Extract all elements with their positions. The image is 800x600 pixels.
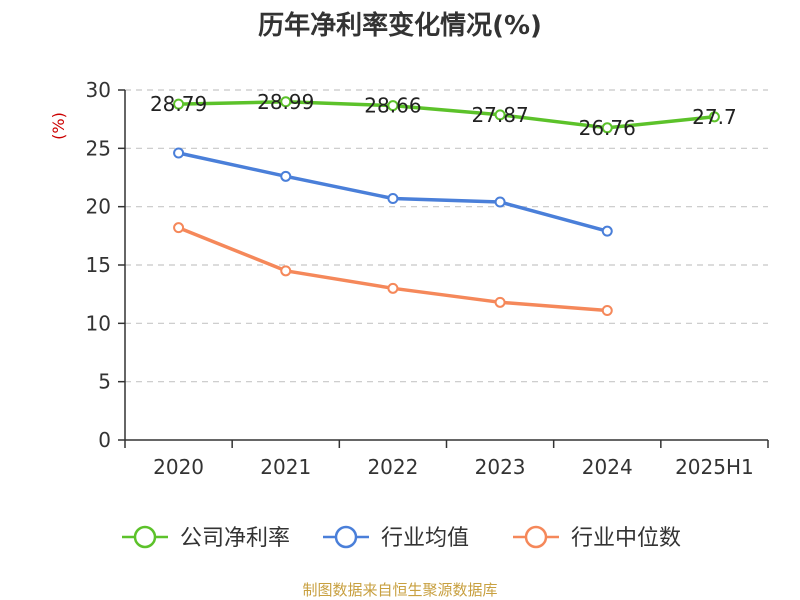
series-1-point-4 <box>601 225 613 237</box>
gridlines <box>125 89 768 383</box>
y-tick-label-5: 25 <box>86 136 111 160</box>
data-label-0-2: 28.66 <box>364 94 421 118</box>
series-0-point-4 <box>601 122 613 134</box>
data-label-0-5: 27.7 <box>692 105 737 129</box>
legend-label-1: 行业均值 <box>381 526 469 551</box>
y-tick-label-4: 20 <box>86 195 111 219</box>
legend: 公司净利率 行业均值 行业中位数 <box>122 525 681 551</box>
y-tick-label-3: 15 <box>86 253 111 277</box>
data-label-0-0: 28.79 <box>150 92 207 116</box>
series-2-point-1 <box>280 265 292 277</box>
y-axis-unit-label: (%) <box>49 112 68 140</box>
y-tick-label-1: 5 <box>98 370 111 394</box>
legend-marker-0 <box>133 525 157 549</box>
y-tick-label-0: 0 <box>98 428 111 452</box>
series-2-point-3 <box>494 296 506 308</box>
y-tick-label-6: 30 <box>86 78 111 102</box>
source-note: 制图数据来自恒生聚源数据库 <box>302 581 497 599</box>
x-tick-label-1: 2021 <box>260 455 311 479</box>
series-1-point-3 <box>494 196 506 208</box>
legend-marker-2 <box>524 525 548 549</box>
x-tick-label-3: 2023 <box>475 455 526 479</box>
series-1-point-2 <box>387 193 399 204</box>
series-line-2 <box>177 226 608 313</box>
series-0-point-3 <box>494 109 506 121</box>
series-line-1 <box>178 151 608 233</box>
series-1-point-0 <box>173 147 185 159</box>
legend-label-0: 公司净利率 <box>180 526 290 551</box>
legend-label-2: 行业中位数 <box>571 526 681 551</box>
series-0-point-1 <box>280 96 292 108</box>
series-0-point-2 <box>387 100 399 112</box>
x-tick-label-0: 2020 <box>153 455 204 479</box>
axes: 0 5 10 15 20 25 30 2020 2021 2022 2023 2024 2025H1 <box>86 78 769 479</box>
data-label-0-4: 26.76 <box>579 116 636 140</box>
data-label-layer: 28.79 28.99 28.66 27.87 26.76 27.7 <box>150 90 737 140</box>
x-tick-label-5: 2025H1 <box>675 455 754 479</box>
series-layer <box>173 96 720 316</box>
series-2-point-4 <box>601 305 613 316</box>
y-tick-label-2: 10 <box>86 311 111 335</box>
series-line-0 <box>178 100 715 130</box>
series-1-point-1 <box>280 170 292 182</box>
data-label-0-1: 28.99 <box>257 90 314 114</box>
series-2-point-0 <box>173 222 185 234</box>
chart-title: 历年净利率变化情况(%) <box>258 10 542 41</box>
series-2-point-2 <box>387 282 399 294</box>
series-0-point-0 <box>173 98 185 110</box>
series-0-point-5 <box>708 111 720 123</box>
x-tick-label-4: 2024 <box>582 455 633 479</box>
x-tick-label-2: 2022 <box>367 455 418 479</box>
data-label-0-3: 27.87 <box>471 103 528 127</box>
legend-marker-1 <box>334 525 358 549</box>
